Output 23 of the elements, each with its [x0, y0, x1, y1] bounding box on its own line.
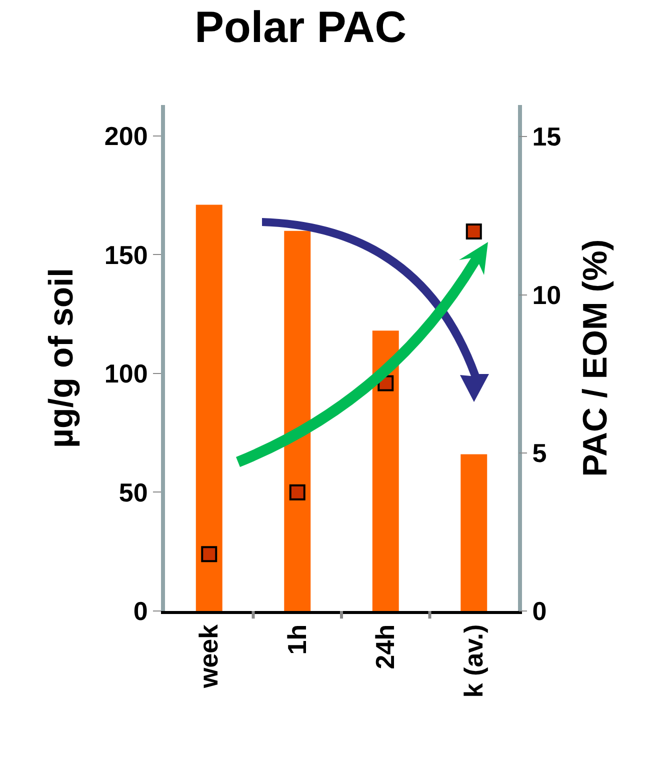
- point: [466, 224, 482, 240]
- y2-tick-label: 5: [532, 438, 547, 468]
- y2-tick-label: 0: [532, 596, 547, 626]
- bar: [460, 454, 488, 611]
- bar: [196, 204, 222, 611]
- y-tick-label: 200: [104, 120, 148, 151]
- y-tick-label: 0: [133, 596, 148, 626]
- bar: [284, 230, 311, 611]
- y-tick-label: 100: [104, 358, 148, 389]
- y2-axis-title: PAC / EOM (%): [576, 239, 614, 477]
- x-tick-label: 24h: [370, 624, 400, 670]
- x-tick-label: week: [194, 624, 224, 690]
- y-tick-label: 150: [104, 240, 148, 270]
- point: [201, 546, 218, 562]
- bar: [372, 330, 399, 611]
- point: [289, 484, 306, 500]
- y-tick-label: 50: [118, 477, 148, 508]
- chart-title: Polar PAC: [194, 3, 407, 52]
- y2-tick-label: 10: [532, 280, 562, 310]
- y2-tick-label: 15: [532, 122, 562, 152]
- x-tick-label: k (av.): [458, 624, 488, 698]
- x-tick-label: 1h: [282, 624, 312, 655]
- y-axis-title: µg/g of soil: [42, 268, 81, 448]
